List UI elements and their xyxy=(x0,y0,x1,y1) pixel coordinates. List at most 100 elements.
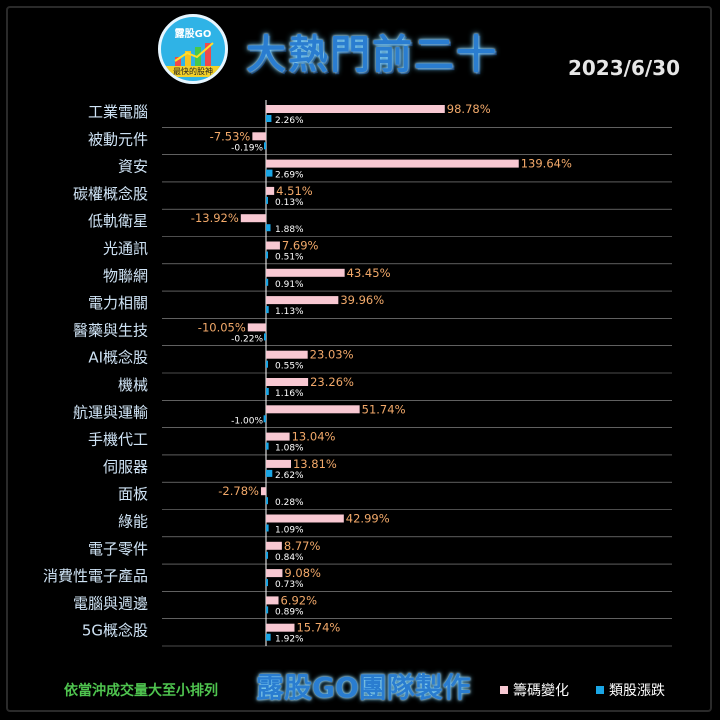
chip-change-bar xyxy=(266,514,344,523)
chart-frame xyxy=(6,6,712,712)
sector-change-bar xyxy=(264,333,266,341)
category-label: 低軌衛星 xyxy=(88,212,148,230)
chip-change-bar xyxy=(266,596,279,605)
chip-change-label: 39.96% xyxy=(340,293,384,307)
sector-change-bar xyxy=(266,497,268,505)
category-label: 物聯網 xyxy=(103,267,148,285)
chip-change-bar xyxy=(266,459,291,468)
sector-change-label: -0.22% xyxy=(231,334,263,344)
sector-change-bar xyxy=(263,415,266,423)
legend-item-chip: 籌碼變化 xyxy=(500,680,569,700)
chip-change-label: 23.26% xyxy=(310,375,354,389)
chip-change-label: -13.92% xyxy=(191,211,239,225)
chip-change-label: -7.53% xyxy=(210,129,251,143)
sector-change-label: 0.51% xyxy=(275,253,304,263)
sector-change-bar xyxy=(266,306,269,314)
sector-change-bar xyxy=(266,579,268,587)
sector-change-bar xyxy=(266,551,269,559)
sector-change-bar xyxy=(266,469,273,477)
sector-change-label: -0.19% xyxy=(231,143,263,153)
category-label: 航運與運輸 xyxy=(73,403,148,421)
legend-swatch-sector xyxy=(596,686,604,694)
chip-change-bar xyxy=(266,105,445,113)
chip-change-bar xyxy=(240,214,266,223)
chip-change-bar xyxy=(266,432,290,441)
sector-change-label: 1.08% xyxy=(275,444,304,454)
chip-change-bar xyxy=(266,268,345,277)
category-label: 電腦與週邊 xyxy=(73,594,148,612)
category-label: 綠能 xyxy=(118,513,148,531)
chip-change-label: 4.51% xyxy=(276,184,313,198)
chip-change-label: 23.03% xyxy=(310,348,354,362)
chip-change-bar xyxy=(260,487,266,496)
logo-subtitle: 最快的股神 xyxy=(161,66,225,77)
category-label: 電力相關 xyxy=(88,294,148,312)
sector-change-label: 1.13% xyxy=(275,307,304,317)
chip-change-label: 43.45% xyxy=(347,266,391,280)
sector-change-label: 0.13% xyxy=(275,198,304,208)
category-label: 光通訊 xyxy=(103,240,148,258)
chip-change-bar xyxy=(266,541,282,550)
chip-change-label: 51.74% xyxy=(362,402,406,416)
sector-change-bar xyxy=(266,442,269,450)
sector-change-bar xyxy=(266,224,271,232)
chip-change-bar xyxy=(266,241,280,250)
chip-change-label: 13.04% xyxy=(292,430,336,444)
sector-change-label: 2.69% xyxy=(275,171,304,181)
sector-change-bar xyxy=(266,633,271,641)
team-credit: 露股GO團隊製作 xyxy=(256,671,471,704)
sector-change-bar xyxy=(266,169,273,177)
logo-bars-icon xyxy=(174,42,214,69)
chip-change-bar xyxy=(266,350,308,359)
chip-change-label: 42.99% xyxy=(346,512,390,526)
chip-change-bar xyxy=(266,569,283,578)
category-label: 電子零件 xyxy=(88,540,148,558)
category-label: 工業電腦 xyxy=(88,103,148,121)
category-label: 手機代工 xyxy=(88,431,148,449)
category-label: 碳權概念股 xyxy=(73,185,148,203)
category-label: 被動元件 xyxy=(88,130,148,148)
chip-change-label: -10.05% xyxy=(198,320,246,334)
category-label: 資安 xyxy=(118,158,148,176)
sector-change-bar xyxy=(266,278,269,286)
chip-change-label: 13.81% xyxy=(293,457,337,471)
sector-change-bar xyxy=(266,251,268,259)
sort-note: 依當沖成交量大至小排列 xyxy=(64,683,218,699)
chip-change-bar xyxy=(266,186,275,195)
category-label: AI概念股 xyxy=(88,349,148,367)
sector-change-bar xyxy=(266,360,268,368)
category-label: 伺服器 xyxy=(103,458,148,476)
legend-label-sector: 類股漲跌 xyxy=(609,683,665,699)
chip-change-bar xyxy=(266,296,339,305)
report-date: 2023/6/30 xyxy=(567,56,680,80)
chip-change-bar xyxy=(266,159,519,168)
category-label: 醫藥與生技 xyxy=(73,321,148,339)
chip-change-label: 8.77% xyxy=(284,539,321,553)
chip-change-label: 139.64% xyxy=(521,157,572,171)
brand-logo: 露股GO 最快的股神 xyxy=(158,14,228,84)
legend-label-chip: 籌碼變化 xyxy=(513,683,569,699)
category-label: 5G概念股 xyxy=(82,622,148,640)
chip-change-bar xyxy=(266,378,309,386)
sector-change-bar xyxy=(266,388,269,395)
sector-change-label: 1.09% xyxy=(275,526,304,536)
legend-item-sector: 類股漲跌 xyxy=(596,680,665,700)
category-label: 面板 xyxy=(118,485,148,503)
page-title: 大熱門前二十 xyxy=(246,31,498,78)
sector-change-bar xyxy=(266,606,269,614)
logo-text: 露股GO xyxy=(174,29,212,40)
sector-change-bar xyxy=(266,196,268,204)
sector-change-label: 2.26% xyxy=(275,116,304,126)
chip-change-label: 6.92% xyxy=(281,593,318,607)
category-label: 消費性電子產品 xyxy=(43,567,148,585)
sector-change-label: -1.00% xyxy=(231,416,263,426)
sector-change-label: 0.28% xyxy=(275,498,304,508)
sector-change-label: 1.16% xyxy=(275,389,304,399)
sector-change-label: 2.62% xyxy=(275,471,304,481)
chip-change-bar xyxy=(266,623,295,632)
sector-change-bar xyxy=(266,115,272,122)
sector-change-label: 0.73% xyxy=(275,580,304,590)
legend-swatch-chip xyxy=(500,686,508,694)
chip-change-bar xyxy=(266,405,360,414)
